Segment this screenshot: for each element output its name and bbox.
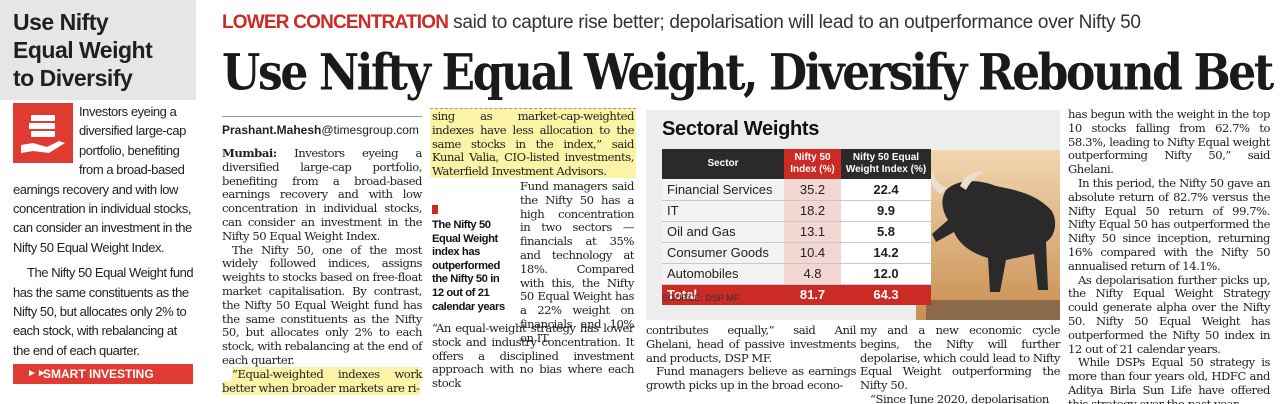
sidebar-summary: Use Nifty Equal Weight to Diversify Inve… (0, 0, 208, 404)
kicker-highlight: LOWER CONCENTRATION (222, 12, 449, 33)
sector-cell: Financial Services (662, 179, 784, 201)
highlighted-quote: “Equal-weighted indexes work better when… (222, 366, 422, 395)
sidebar-para: The Nifty 50 Equal Weight fund has the s… (13, 265, 194, 358)
article-column-5: has begun with the weight in the top 10 … (1068, 107, 1270, 404)
sidebar-title: Use Nifty Equal Weight to Diversify (0, 0, 196, 100)
article-text: has begun with the weight in the top 10 … (1068, 107, 1270, 177)
kicker: LOWER CONCENTRATION said to capture rise… (222, 12, 1141, 34)
chart-title: Sectoral Weights (662, 118, 820, 140)
article-quote: sing as market-cap-weighted indexes have… (432, 109, 634, 179)
nifty50-cell: 10.4 (784, 242, 841, 264)
sidebar-para: Investors eyeing a diversified large-cap… (13, 104, 192, 255)
table-row: Consumer Goods 10.4 14.2 (662, 242, 931, 264)
table-header-row: Sector Nifty 50 Index (%) Nifty 50 Equal… (662, 149, 931, 179)
sector-cell: Automobiles (662, 263, 784, 285)
article-column-3: contributes equally,” said Anil Ghelani,… (646, 323, 856, 393)
equal-weight-cell: 14.2 (841, 242, 931, 264)
table-total-row: Total 81.7 64.3 (662, 284, 931, 305)
total-equal-weight: 64.3 (841, 284, 931, 305)
callout-fact: The Nifty 50 Equal Weight index has outp… (432, 219, 505, 313)
column-header: Nifty 50 Equal Weight Index (%) (841, 149, 931, 179)
equal-weight-cell: 22.4 (841, 179, 931, 201)
article-text: Investors eyeing a diversified large-cap… (222, 146, 422, 243)
article-text: While DSPs Equal 50 strategy is more tha… (1068, 355, 1270, 404)
tag-label: SMART INVESTING (43, 367, 154, 381)
article-column-2-bottom: “An equal-weight strategy has lower stoc… (432, 321, 634, 391)
byline-name: Prashant.Mahesh (222, 123, 322, 137)
equal-weight-cell: 12.0 (841, 263, 931, 285)
byline: Prashant.Mahesh@timesgroup.com (222, 123, 419, 137)
article-text: contributes equally,” said Anil Ghelani,… (646, 323, 856, 365)
sector-cell: Consumer Goods (662, 242, 784, 264)
table-row: Financial Services 35.2 22.4 (662, 179, 931, 201)
article-column-1: Mumbai: Investors eyeing a diversified l… (222, 146, 422, 395)
smart-investing-tag[interactable]: ►► SMART INVESTING (13, 364, 193, 384)
sectoral-weights-chart: Sectoral Weights Sector Nifty 50 Index (… (646, 110, 1060, 320)
callout-marker (432, 205, 438, 214)
sidebar-text: Investors eyeing a diversified large-cap… (13, 102, 195, 360)
nifty50-cell: 35.2 (784, 179, 841, 201)
dateline: Mumbai: (222, 146, 277, 160)
total-nifty50: 81.7 (784, 284, 841, 305)
sidebar-title-line: Use Nifty (13, 9, 109, 35)
nifty50-cell: 13.1 (784, 221, 841, 243)
article-column-4: my and a new economic cycle begins, the … (860, 323, 1060, 404)
article-text: Fund managers believe as earnings growth… (646, 364, 856, 393)
equal-weight-cell: 9.9 (841, 200, 931, 222)
hand-with-cash-icon (13, 103, 73, 163)
byline-domain: @timesgroup.com (321, 123, 419, 137)
nifty50-cell: 4.8 (784, 263, 841, 285)
article-text: my and a new economic cycle begins, the … (860, 323, 1060, 393)
article-column-2: Fund managers said the Nifty 50 has a hi… (520, 179, 634, 345)
sector-cell: IT (662, 200, 784, 222)
headline: Use Nifty Equal Weight, Diversify Reboun… (222, 44, 1274, 102)
double-chevron-icon: ►► (27, 368, 47, 379)
column-header: Sector (662, 149, 784, 179)
quote-highlight-box (430, 108, 636, 178)
table-row: IT 18.2 9.9 (662, 200, 931, 222)
sectoral-weights-table: Sector Nifty 50 Index (%) Nifty 50 Equal… (662, 149, 931, 305)
divider (222, 116, 422, 117)
sidebar-title-line: Equal Weight (13, 37, 153, 63)
total-label: Total (662, 284, 784, 305)
table-row: Automobiles 4.8 12.0 (662, 263, 931, 285)
article-text: In this period, the Nifty 50 gave an abs… (1068, 175, 1270, 273)
article-text: As depolarisation further picks up, the … (1068, 272, 1270, 356)
chart-source: SOURCE: DSP MF (662, 293, 740, 303)
nifty50-cell: 18.2 (784, 200, 841, 222)
article-text: The Nifty 50, one of the most widely fol… (222, 242, 422, 367)
bull-icon (916, 150, 1060, 320)
article-text: “Since June 2020, depolarisation (870, 391, 1049, 404)
equal-weight-cell: 5.8 (841, 221, 931, 243)
sidebar-title-line: to Diversify (13, 65, 133, 91)
kicker-text: said to capture rise better; depolarisat… (448, 12, 1141, 33)
table-row: Oil and Gas 13.1 5.8 (662, 221, 931, 243)
column-header: Nifty 50 Index (%) (784, 149, 841, 179)
sector-cell: Oil and Gas (662, 221, 784, 243)
